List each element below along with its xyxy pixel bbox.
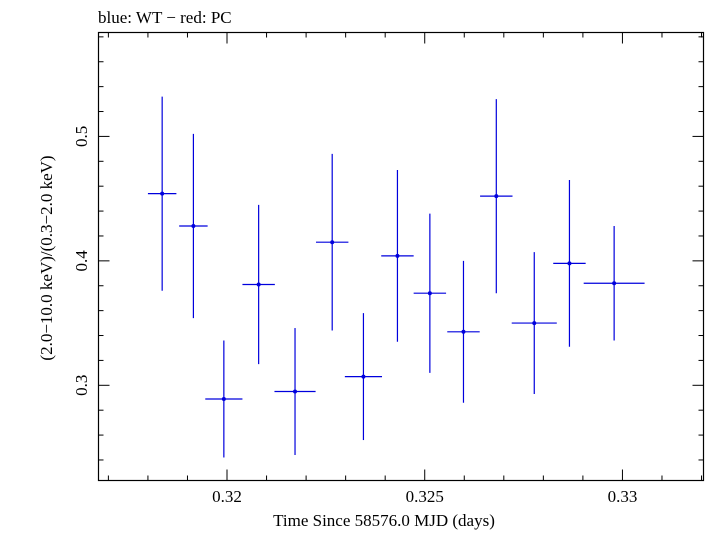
data-point [567,261,572,266]
data-point [427,291,432,296]
data-layer [147,96,645,458]
y-tick-label: 0.4 [72,250,91,272]
x-tick-label: 0.325 [406,487,444,506]
data-point [532,321,537,326]
ticks-layer [98,32,704,481]
plot-frame [97,31,705,482]
x-tick-label: 0.32 [212,487,242,506]
data-point [461,329,466,334]
data-point [395,253,400,258]
y-tick-label: 0.5 [72,126,91,147]
x-axis-label: Time Since 58576.0 MJD (days) [273,511,495,530]
tick-labels-layer: 0.32 0.325 0.33 0.3 0.4 0.5 [72,126,637,506]
data-point [191,224,196,229]
y-axis-label: (2.0−10.0 keV)/(0.3−2.0 keV) [37,155,56,360]
data-point [361,374,366,379]
data-point [612,281,617,286]
data-point [160,191,165,196]
x-tick-label: 0.33 [608,487,638,506]
data-point [293,389,298,394]
data-point [256,282,261,287]
chart-title: blue: WT − red: PC [98,8,232,27]
y-tick-label: 0.3 [72,375,91,396]
data-point [494,194,499,199]
data-point [330,240,335,245]
data-point [221,396,226,401]
